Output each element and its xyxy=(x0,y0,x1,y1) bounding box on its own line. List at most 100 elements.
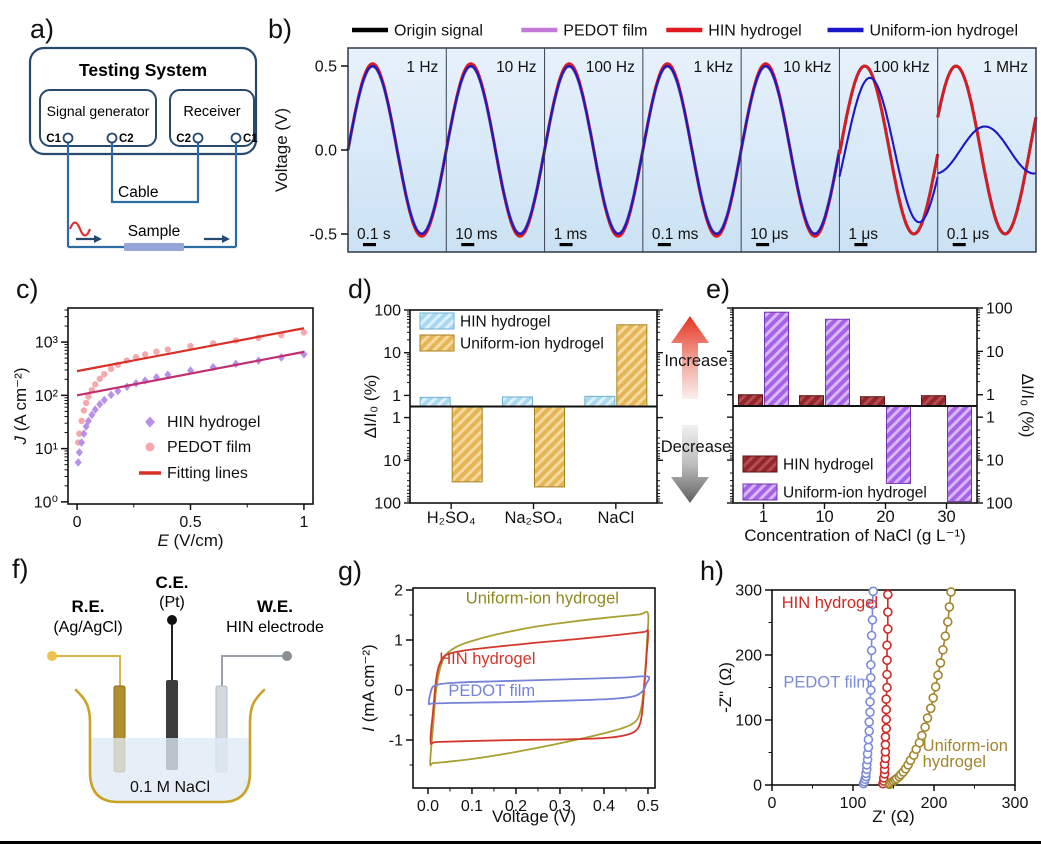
data-point xyxy=(881,704,892,715)
scalebar xyxy=(657,243,671,247)
scalebar-label: 10 ms xyxy=(455,226,497,243)
data-point xyxy=(153,348,160,355)
panel-d-chart: 100 10 1 1 10 100 H₂SO₄ Na₂SO₄ NaCl ΔI/I₀ (%) HIN … xyxy=(361,303,663,527)
receiver-box xyxy=(169,89,255,147)
panel-e-label: e) xyxy=(706,274,730,304)
frequency-label: 1 kHz xyxy=(694,59,734,76)
panel-g-label: g) xyxy=(338,556,362,586)
data-point xyxy=(84,416,92,426)
port-c1-signal xyxy=(62,132,74,144)
tick-label: 10² xyxy=(35,388,59,405)
legend-swatch xyxy=(419,334,455,352)
data-point xyxy=(865,696,875,707)
tick-label: 0.0 xyxy=(315,143,337,160)
category-label: Na₂SO₄ xyxy=(504,509,562,527)
data-point xyxy=(881,714,892,725)
figure-bottom-rule xyxy=(0,841,1041,844)
signal-generator-box xyxy=(39,89,157,147)
tick-label: 1 xyxy=(299,514,308,531)
we-lead-wire xyxy=(221,655,287,686)
bar xyxy=(419,396,451,408)
ce-title: C.E. xyxy=(155,573,188,592)
data-point xyxy=(187,366,194,375)
scalebar xyxy=(854,243,868,247)
tick-label: 100 xyxy=(374,496,401,513)
frequency-label: 10 kHz xyxy=(783,59,831,76)
y-axis-label: J (A cm⁻²) xyxy=(11,368,30,446)
data-point xyxy=(164,346,172,353)
data-point xyxy=(96,375,103,382)
panel-b-label: b) xyxy=(268,14,292,44)
data-point xyxy=(940,631,951,641)
category-label: H₂SO₄ xyxy=(427,509,476,527)
re-title: R.E. xyxy=(71,597,104,616)
panel-f-label: f) xyxy=(12,554,29,584)
bar xyxy=(616,324,648,408)
category-label: 20 xyxy=(876,508,894,526)
data-point xyxy=(85,393,92,400)
bar xyxy=(738,394,763,407)
panel-g-chart: 2 1 0 -1 0.0 0.1 0.2 0.3 0.4 0.5 Uniform-ion hydro… xyxy=(359,583,659,827)
tick-label: 0.5 xyxy=(179,514,201,531)
data-point xyxy=(78,438,86,447)
data-point xyxy=(187,342,194,350)
y-axis-label: ΔI/I₀ (%) xyxy=(361,375,380,439)
increase-arrow-icon xyxy=(671,316,709,399)
data-point xyxy=(300,329,308,336)
frequency-label: 100 kHz xyxy=(873,59,930,76)
we-terminal-dot xyxy=(282,651,292,661)
legend-marker xyxy=(145,416,155,428)
scalebar xyxy=(461,243,475,247)
data-point xyxy=(938,644,948,655)
bar xyxy=(886,405,911,484)
data-point xyxy=(867,615,878,625)
data-point xyxy=(863,734,874,745)
data-point xyxy=(882,682,892,693)
data-point xyxy=(882,655,892,666)
series-label: HIN hydrogel xyxy=(439,650,535,668)
port-c2-receiver xyxy=(192,132,204,144)
bar xyxy=(921,395,946,407)
increase-label: Increase xyxy=(664,352,727,370)
data-point xyxy=(100,395,108,405)
increase-decrease-indicator: Increase Decrease xyxy=(661,316,732,503)
tick-label: 0.2 xyxy=(505,798,527,815)
legend-label: Uniform-ion hydrogel xyxy=(870,23,1019,40)
x-axis-label: E (V/cm) xyxy=(157,531,223,550)
legend-swatch xyxy=(742,483,778,501)
decrease-label: Decrease xyxy=(661,438,732,456)
legend-label: HIN hydrogel xyxy=(783,457,873,474)
tick-label: -0.5 xyxy=(309,227,337,244)
scalebar xyxy=(952,243,966,247)
legend-label: HIN hydrogel xyxy=(460,314,550,331)
tick-label: 100 xyxy=(986,301,1013,318)
fit-line xyxy=(76,350,305,397)
plot-frame xyxy=(771,589,1016,786)
data-point xyxy=(946,587,956,597)
data-point xyxy=(933,670,943,680)
port-c2-signal xyxy=(106,132,118,144)
electrolyte-solution xyxy=(90,738,250,802)
scalebar xyxy=(756,243,770,247)
wave-uniform xyxy=(937,125,1037,175)
testing-system-diagram: Testing System Signal generator Receiver… xyxy=(28,46,258,251)
legend-label: PEDOT film xyxy=(563,23,647,40)
data-point xyxy=(863,742,874,753)
arrow-head-icon xyxy=(94,235,102,243)
y-axis-label: -Z" (Ω) xyxy=(716,662,735,713)
legend-swatch xyxy=(419,312,455,330)
panel-b-chart: 1 Hz 0.1 s 10 Hz 10 ms 100 Hz 1 ms 1 kHz 0.1 ms… xyxy=(272,23,1038,253)
data-point xyxy=(883,624,893,634)
series-label: PEDOT film xyxy=(448,682,535,700)
data-point xyxy=(74,458,82,467)
data-point xyxy=(141,351,149,358)
wave-uniform xyxy=(346,64,448,236)
data-point xyxy=(864,717,875,727)
data-point xyxy=(864,726,875,736)
data-point xyxy=(91,405,99,414)
tick-label: 1 xyxy=(986,387,995,404)
frequency-label: 100 Hz xyxy=(586,59,635,76)
data-point xyxy=(880,732,891,742)
re-terminal-dot xyxy=(47,651,57,661)
